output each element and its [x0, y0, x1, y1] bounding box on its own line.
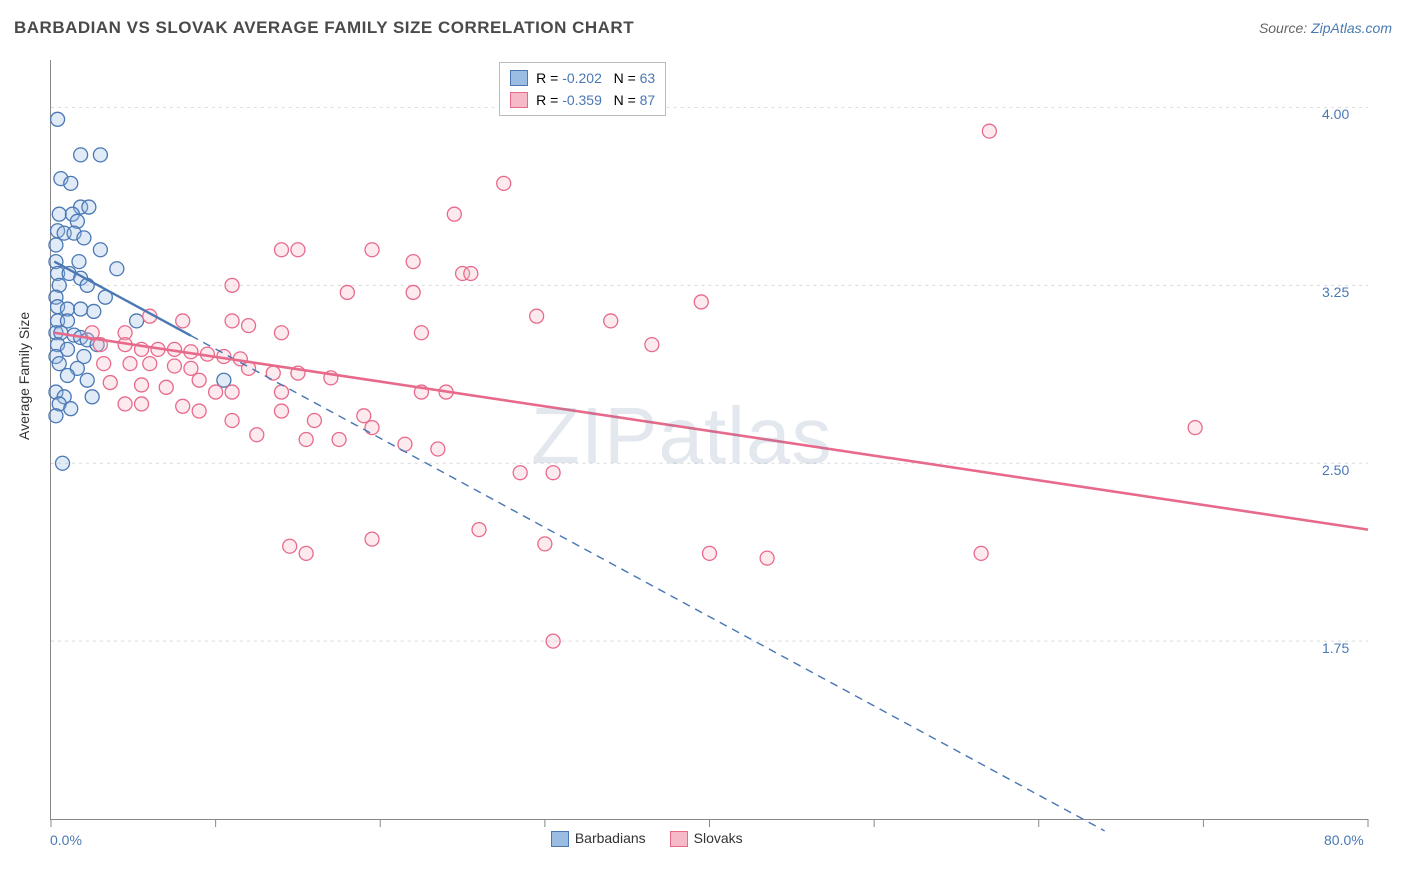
- y-tick-label: 3.25: [1322, 284, 1349, 300]
- y-tick-label: 2.50: [1322, 462, 1349, 478]
- legend-stats: R = -0.202 N = 63R = -0.359 N = 87: [499, 62, 666, 116]
- x-tick-label: 80.0%: [1324, 832, 1364, 848]
- y-axis-label: Average Family Size: [16, 312, 32, 440]
- y-tick-label: 4.00: [1322, 106, 1349, 122]
- source-link[interactable]: ZipAtlas.com: [1311, 20, 1392, 36]
- chart-container: BARBADIAN VS SLOVAK AVERAGE FAMILY SIZE …: [0, 0, 1406, 892]
- chart-header: BARBADIAN VS SLOVAK AVERAGE FAMILY SIZE …: [14, 18, 1392, 38]
- legend-item: Barbadians: [551, 830, 646, 847]
- plot-area: ZIPatlas R = -0.202 N = 63R = -0.359 N =…: [50, 60, 1368, 820]
- legend-stat-row: R = -0.202 N = 63: [510, 67, 655, 89]
- legend-stat-text: R = -0.202 N = 63: [536, 67, 655, 89]
- legend-series: Barbadians Slovaks: [551, 830, 743, 847]
- legend-swatch: [510, 70, 528, 86]
- legend-swatch: [551, 831, 569, 847]
- legend-label: Barbadians: [575, 830, 646, 846]
- x-tick-label: 0.0%: [50, 832, 82, 848]
- legend-swatch: [510, 92, 528, 108]
- legend-stat-text: R = -0.359 N = 87: [536, 89, 655, 111]
- chart-source: Source: ZipAtlas.com: [1259, 20, 1392, 36]
- source-label: Source:: [1259, 20, 1307, 36]
- legend-item: Slovaks: [670, 830, 743, 847]
- legend-swatch: [670, 831, 688, 847]
- scatter-plot-svg: [51, 60, 1368, 819]
- y-tick-label: 1.75: [1322, 640, 1349, 656]
- legend-stat-row: R = -0.359 N = 87: [510, 89, 655, 111]
- chart-title: BARBADIAN VS SLOVAK AVERAGE FAMILY SIZE …: [14, 18, 634, 38]
- legend-label: Slovaks: [694, 830, 743, 846]
